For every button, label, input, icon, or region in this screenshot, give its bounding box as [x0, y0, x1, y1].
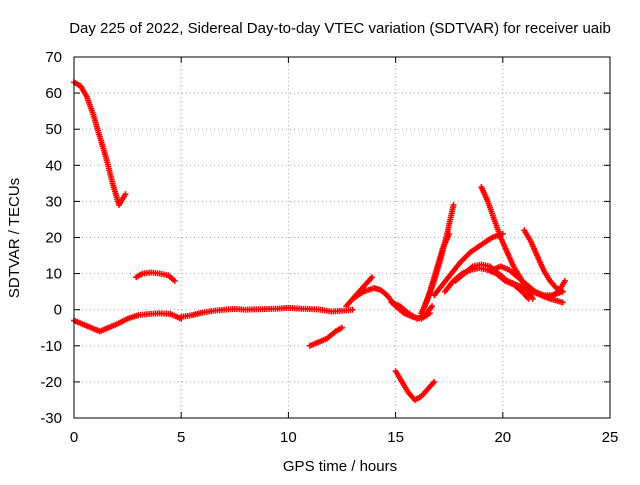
- series-arc-5: [306, 324, 345, 349]
- y-tick-label: -10: [40, 338, 62, 355]
- series-arc-2: [133, 269, 178, 284]
- data-point-marker: [561, 277, 568, 284]
- y-tick-label: 40: [45, 157, 62, 174]
- data-point-marker: [429, 303, 436, 310]
- plot-frame: [73, 56, 611, 419]
- data-point-marker: [369, 274, 376, 281]
- y-tick-label: -20: [40, 374, 62, 391]
- y-tick-label: -30: [40, 410, 62, 427]
- data-series: [71, 79, 568, 403]
- series-arc-12: [431, 230, 506, 299]
- y-axis-label: SDTVAR / TECUs: [6, 178, 23, 298]
- x-axis-label: GPS time / hours: [283, 458, 397, 475]
- series-arc-9: [392, 368, 438, 403]
- data-point-marker: [529, 295, 536, 302]
- data-point-marker: [446, 230, 453, 237]
- y-tick-label: 30: [45, 193, 62, 210]
- data-point-marker: [559, 299, 566, 306]
- x-tick-label: 5: [177, 429, 185, 446]
- data-point-marker: [171, 277, 178, 284]
- series-arc-4: [178, 304, 356, 320]
- y-tick-label: 0: [54, 302, 62, 319]
- chart-title: Day 225 of 2022, Sidereal Day-to-day VTE…: [69, 20, 611, 37]
- x-tick-label: 25: [602, 429, 619, 446]
- series-arc-8: [388, 299, 436, 322]
- data-point-marker: [431, 378, 438, 385]
- data-point-marker: [122, 191, 129, 198]
- x-tick-label: 10: [280, 429, 297, 446]
- series-arc-18: [531, 277, 568, 301]
- series-arc-17: [521, 227, 566, 295]
- series-arc-3: [71, 310, 185, 335]
- x-tick-label: 15: [387, 429, 404, 446]
- series-arc-1: [71, 79, 129, 209]
- data-point-marker: [339, 324, 345, 331]
- data-point-marker: [349, 306, 356, 313]
- y-tick-label: 20: [45, 230, 62, 247]
- x-tick-label: 0: [70, 429, 78, 446]
- y-tick-label: 50: [45, 121, 62, 138]
- y-tick-label: 10: [45, 266, 62, 283]
- y-tick-label: 60: [45, 85, 62, 102]
- y-tick-label: 70: [45, 49, 62, 66]
- series-arc-11: [420, 230, 453, 313]
- data-point-marker: [450, 202, 457, 209]
- x-tick-label: 20: [494, 429, 511, 446]
